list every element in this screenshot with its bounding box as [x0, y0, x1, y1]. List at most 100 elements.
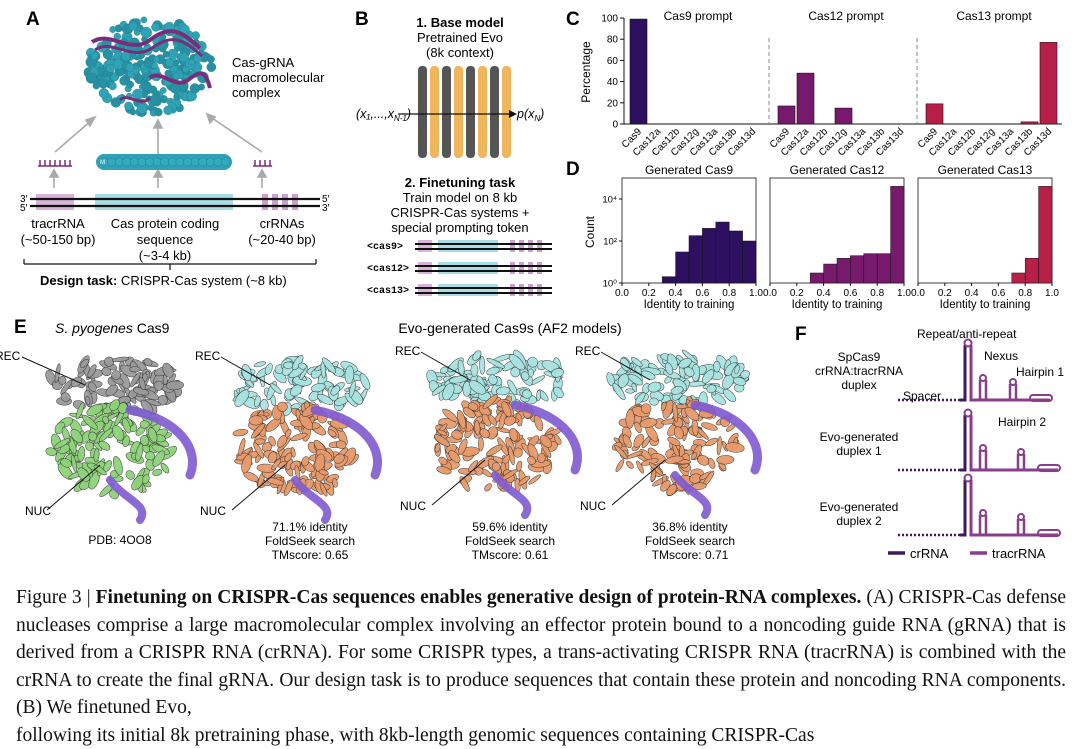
duplex-label-0-line-0: SpCas9	[838, 350, 881, 364]
d-subplot-title: Generated Cas13	[938, 163, 1033, 177]
chain-bead	[107, 158, 115, 166]
chain-bead	[145, 158, 153, 166]
complex-bead	[141, 81, 151, 91]
cas-coding-label: Cas protein coding	[111, 216, 219, 231]
d-x-tick-label: 0.2	[642, 288, 656, 299]
d-x-tick-label: 0.0	[911, 288, 925, 299]
evo-model-columns	[418, 66, 511, 158]
token-crrna-block	[528, 284, 533, 296]
c-y-tick-label: 80	[607, 35, 619, 46]
structure-caption-line: FoldSeek search	[645, 534, 735, 548]
tracrrna-comb-icon	[38, 160, 72, 166]
token-crrna-block	[510, 262, 515, 274]
nuc-domain-helix	[77, 446, 86, 462]
complex-bead	[170, 83, 180, 93]
chain-bead	[115, 158, 123, 166]
structure-caption-line: TMscore: 0.61	[472, 548, 549, 562]
duplex-label-2-line-0: Evo-generated	[820, 500, 899, 514]
token-crrna-block	[519, 284, 524, 296]
hairpin-stem	[1018, 454, 1024, 470]
base-model-line-1: Pretrained Evo	[417, 30, 503, 45]
d-x-tick-label: 0.8	[722, 288, 736, 299]
d-histogram-bar	[729, 231, 742, 283]
structure-caption-line: TMscore: 0.71	[652, 548, 729, 562]
nexus-loop	[980, 445, 986, 451]
token-crrna-block	[519, 240, 524, 252]
complex-bead	[163, 51, 170, 58]
finetune-title: 2. Finetuning task	[405, 175, 516, 190]
complex-bead	[164, 106, 173, 115]
hairpin2-label: Hairpin 2	[998, 415, 1046, 429]
finetune-line-1: Train model on 8 kb	[403, 190, 517, 205]
chain-bead	[130, 158, 138, 166]
token-tracr-block	[418, 262, 432, 274]
token-crrna-block	[537, 262, 542, 274]
evo-layer-column	[442, 66, 451, 158]
crrna-stem	[960, 480, 965, 535]
d-y-tick-label: 10²	[603, 237, 617, 248]
d-y-axis-label: Count	[583, 215, 597, 248]
complex-bead	[183, 66, 190, 73]
nuc-label: NUC	[580, 499, 606, 513]
c-y-tick-label: 0	[612, 120, 618, 131]
complex-bead	[130, 109, 136, 115]
duplex-label-1-line-1: duplex 1	[836, 444, 882, 458]
complex-bead	[207, 63, 216, 72]
c-subplot-title: Cas12 prompt	[808, 9, 884, 23]
stem-loop-cap	[965, 410, 972, 417]
d-x-tick-label: 1.0	[897, 288, 911, 299]
d-histogram-bar	[810, 273, 823, 283]
cas-coding-label-2: sequence	[137, 232, 193, 247]
structure-caption-line: PDB: 4OO8	[88, 533, 152, 547]
crispr-locus-diagram	[30, 194, 320, 210]
token-crrna-block	[537, 240, 542, 252]
rec-domain-helix	[536, 390, 541, 401]
complex-bead	[103, 50, 113, 60]
hairpin-stem	[1010, 384, 1016, 400]
d-histogram-bar	[891, 186, 904, 283]
evo-layer-column	[490, 66, 499, 158]
prompt-token-label: <cas13>	[367, 286, 409, 297]
crrna-stem	[960, 345, 965, 400]
panel-letter-a: A	[26, 9, 40, 30]
prompt-token-rows: <cas9> <cas12> <cas13>	[367, 240, 552, 297]
prompt-token-label: <cas12>	[367, 264, 409, 275]
d-x-tick-label: 0.4	[669, 288, 683, 299]
structure-caption-line: FoldSeek search	[265, 534, 355, 548]
c-y-axis-label: Percentage	[579, 41, 593, 103]
figure-caption: Figure 3 | Finetuning on CRISPR-Cas sequ…	[16, 584, 1066, 749]
prompt-token-label: <cas9>	[367, 242, 403, 253]
hairpin-2	[1030, 395, 1052, 401]
complex-bead	[99, 88, 109, 98]
complex-bead	[190, 84, 200, 94]
complex-bead	[148, 104, 155, 111]
d-x-tick-label: 0.4	[965, 288, 979, 299]
complex-bead	[141, 17, 147, 23]
hairpin-loop	[1018, 514, 1024, 520]
complex-bead	[207, 56, 214, 63]
crrna-comb-icon	[253, 160, 272, 166]
d-x-tick-label: 1.0	[1045, 288, 1059, 299]
rec-domain-helix	[253, 361, 266, 368]
token-crrna-block	[528, 262, 533, 274]
panel-letter-d: D	[566, 159, 580, 180]
structure-caption-line: FoldSeek search	[465, 534, 555, 548]
caption-title: Finetuning on CRISPR-Cas sequences enabl…	[96, 587, 862, 608]
complex-bead	[179, 52, 189, 62]
crrna-stem	[960, 415, 965, 470]
d-x-tick-label: 0.0	[763, 288, 777, 299]
hairpin-loop	[1010, 379, 1016, 385]
nuc-domain-helix	[625, 460, 635, 470]
complex-bead	[173, 72, 180, 79]
complex-bead	[109, 82, 117, 90]
caption-last-line: following its initial 8k pretraining pha…	[16, 722, 1066, 749]
d-x-tick-label: 0.6	[695, 288, 709, 299]
panel-f: F Repeat/anti-repeat Nexus Hairpin 1 Hai…	[795, 324, 1064, 561]
evo-layer-column	[466, 66, 475, 158]
d-x-tick-label: 1.0	[749, 288, 763, 299]
